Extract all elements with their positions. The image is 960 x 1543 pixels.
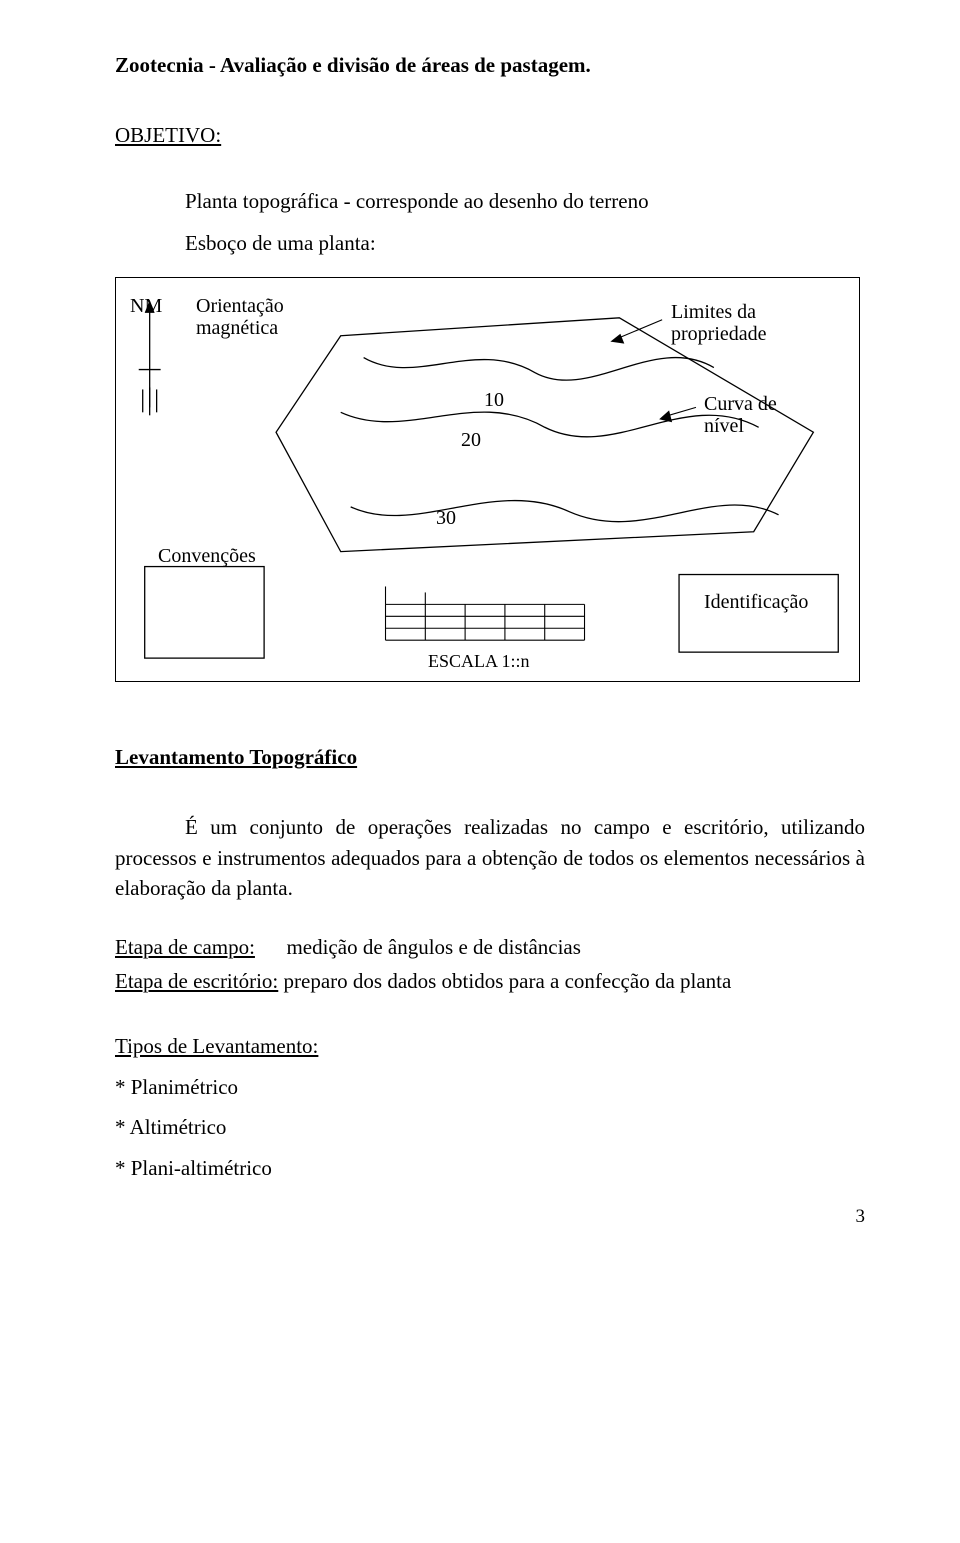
escala-label: ESCALA 1::n bbox=[428, 648, 530, 674]
nivel-label: nível bbox=[704, 412, 744, 441]
propriedade-label: propriedade bbox=[671, 320, 767, 349]
etapa-escritorio-label: Etapa de escritório: bbox=[115, 969, 278, 993]
tipo-2: * Altimétrico bbox=[115, 1112, 865, 1142]
tipo-1: * Planimétrico bbox=[115, 1072, 865, 1102]
intro-block: Planta topográfica - corresponde ao dese… bbox=[185, 186, 865, 259]
etapa-campo-line: Etapa de campo: medição de ângulos e de … bbox=[115, 932, 865, 962]
tipos-block: Tipos de Levantamento: * Planimétrico * … bbox=[115, 1031, 865, 1183]
etapa-escritorio-line: Etapa de escritório: preparo dos dados o… bbox=[115, 966, 865, 996]
etapa-campo-label: Etapa de campo: bbox=[115, 935, 255, 959]
convencoes-label: Convenções bbox=[158, 542, 256, 571]
nm-label: NM bbox=[130, 292, 162, 321]
etapa-block: Etapa de campo: medição de ângulos e de … bbox=[115, 932, 865, 997]
value-30: 30 bbox=[436, 504, 456, 533]
page-title: Zootecnia - Avaliação e divisão de áreas… bbox=[115, 50, 865, 80]
page-number: 3 bbox=[115, 1203, 865, 1231]
objetivo-heading: OBJETIVO: bbox=[115, 120, 865, 150]
tipo-3: * Plani-altimétrico bbox=[115, 1153, 865, 1183]
intro-line-2: Esboço de uma planta: bbox=[185, 228, 865, 258]
intro-line-1: Planta topográfica - corresponde ao dese… bbox=[185, 186, 865, 216]
levantamento-heading: Levantamento Topográfico bbox=[115, 742, 865, 772]
value-10: 10 bbox=[484, 386, 504, 415]
value-20: 20 bbox=[461, 426, 481, 455]
tipos-heading: Tipos de Levantamento: bbox=[115, 1031, 865, 1061]
etapa-campo-text: medição de ângulos e de distâncias bbox=[286, 935, 580, 959]
magnetica-label: magnética bbox=[196, 314, 278, 343]
etapa-escritorio-text: preparo dos dados obtidos para a confecç… bbox=[284, 969, 732, 993]
body-paragraph: É um conjunto de operações realizadas no… bbox=[115, 812, 865, 903]
identificacao-label: Identificação bbox=[704, 588, 808, 617]
topographic-diagram: NM Orientação magnética Limites da propr… bbox=[115, 277, 860, 682]
